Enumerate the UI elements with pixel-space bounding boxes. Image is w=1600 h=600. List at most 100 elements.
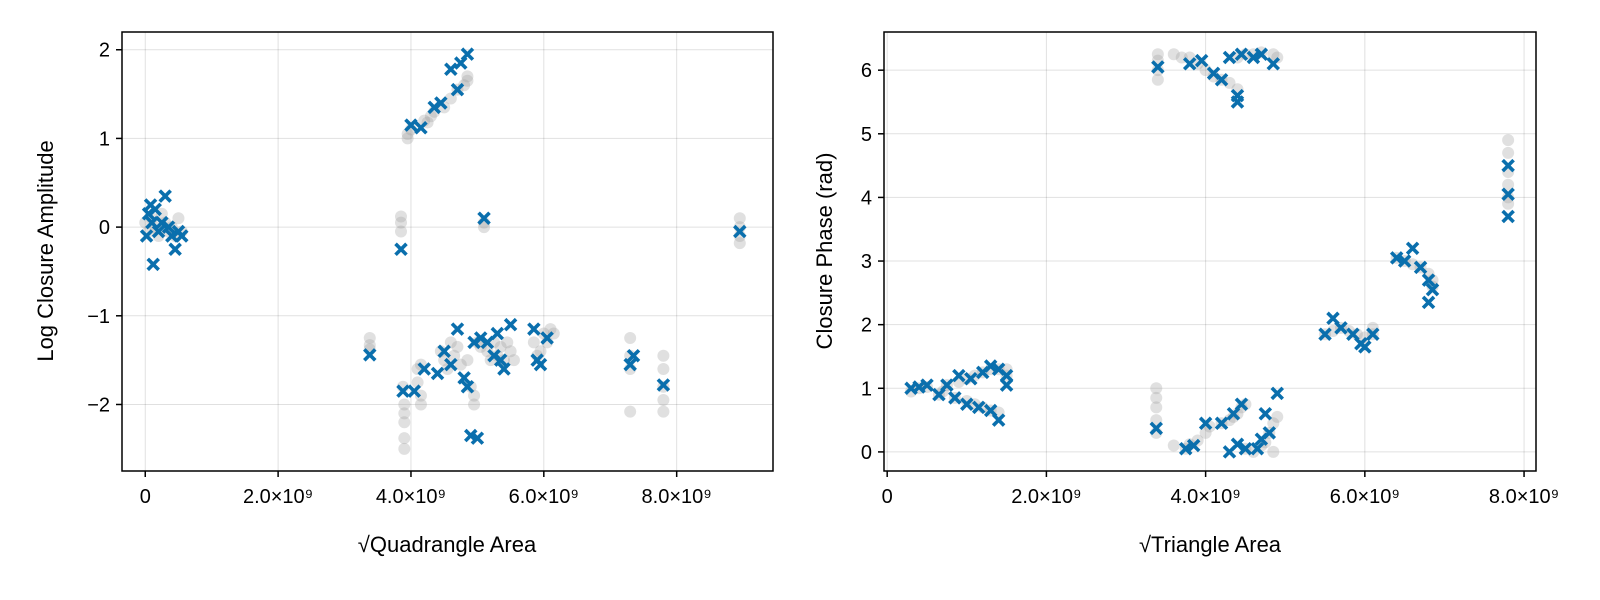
triangle-model-point [1151, 48, 1164, 61]
triangle-data-point [1326, 311, 1340, 326]
triangle-data-point [1358, 340, 1372, 354]
triangle-data-point [964, 372, 978, 386]
triangle-model-point [1207, 70, 1220, 83]
quadrangle-model-point [657, 394, 670, 407]
quadrangle-x-tick-label: 8.0×10⁹ [642, 486, 712, 508]
quadrangle-data-point [146, 257, 160, 272]
triangle-model-point [960, 395, 973, 408]
triangle-data-point [952, 368, 966, 383]
quadrangle-model-point [534, 345, 547, 358]
quadrangle-model-point [363, 331, 376, 344]
triangle-data-point [1230, 437, 1245, 452]
triangle-data-point [1501, 158, 1515, 173]
triangle-model-point [1502, 146, 1515, 159]
quadrangle-data-point [168, 242, 182, 257]
quadrangle-model-point [478, 221, 491, 234]
quadrangle-data-point [151, 224, 166, 239]
triangle-model-point [1199, 64, 1212, 77]
triangle-data-point [932, 387, 946, 402]
triangle-data-point [1346, 327, 1360, 341]
quadrangle-data-point [460, 380, 475, 394]
quadrangle-data-point [450, 82, 465, 97]
triangle-data-point [1258, 406, 1273, 421]
quadrangle-data-point [444, 357, 458, 372]
triangle-data-point [1226, 406, 1241, 421]
quadrangle-model-point [624, 405, 637, 418]
quadrangle-data-point [417, 362, 431, 376]
triangle-data-point [1397, 254, 1412, 268]
quadrangle-data-point [404, 118, 418, 132]
quadrangle-x-tick-label: 2.0×10⁹ [243, 486, 313, 508]
triangle-model-point [1267, 445, 1280, 458]
triangle-model-point [1502, 197, 1515, 210]
triangle-data-point [1230, 88, 1245, 103]
triangle-data-point [1425, 282, 1440, 297]
quadrangle-data-point [394, 242, 408, 257]
quadrangle-model-point [434, 345, 447, 358]
triangle-y-tick-label: 0 [861, 442, 872, 464]
triangle-data-point [1246, 50, 1261, 65]
triangle-model-point [1167, 48, 1180, 61]
quadrangle-model-point [461, 74, 474, 87]
triangle-data-point [1149, 421, 1164, 436]
triangle-y-tick-label: 4 [861, 187, 872, 209]
triangle-data-point [1234, 397, 1249, 411]
triangle-y-tick-label: 2 [861, 315, 872, 337]
quadrangle-y-tick-label: −2 [87, 394, 110, 416]
quadrangle-data-point [414, 121, 428, 135]
triangle-data-point [1182, 57, 1197, 71]
quadrangle-y-axis-label: Log Closure Amplitude [33, 140, 58, 361]
quadrangle-x-tick-label: 4.0×10⁹ [376, 486, 446, 508]
quadrangle-data-point [161, 220, 176, 234]
triangle-plot-frame [883, 31, 1537, 472]
triangle-y-tick-label: 1 [861, 378, 872, 400]
triangle-data-point [1222, 50, 1237, 65]
triangle-panel: 0 2.0×10⁹ 4.0×10⁹ 6.0×10⁹ 8.0×10⁹ 6 5 4 3 2 1 0 √Tr… [812, 31, 1559, 557]
quadrangle-data-point [497, 362, 511, 376]
triangle-data-point [1389, 251, 1404, 265]
triangle-y-tick-label: 3 [861, 251, 872, 273]
quadrangle-data-point [490, 326, 505, 341]
triangle-model-point [1151, 64, 1164, 77]
quadrangle-data-point [733, 224, 747, 239]
triangle-data-point [983, 359, 998, 373]
triangle-x-tick-label: 0 [882, 486, 893, 508]
triangle-model-point [1267, 417, 1280, 430]
quadrangle-data-point [477, 211, 491, 225]
quadrangle-x-tick-label: 6.0×10⁹ [509, 486, 579, 508]
quadrangle-data-point [457, 371, 471, 385]
quadrangle-data-point [139, 229, 154, 243]
triangle-ticks: 0 2.0×10⁹ 4.0×10⁹ 6.0×10⁹ 8.0×10⁹ 6 5 4 3 2 1 0 [861, 60, 1559, 508]
quadrangle-model-point [507, 354, 520, 367]
quadrangle-data-point [175, 229, 189, 243]
triangle-data-point [1501, 209, 1515, 224]
quadrangle-data-point [527, 322, 541, 336]
quadrangle-data-point [626, 348, 641, 363]
quadrangle-model-point [398, 432, 411, 445]
quadrangle-data-point [623, 357, 637, 372]
quadrangle-data-point [460, 47, 475, 61]
triangle-x-tick-label: 8.0×10⁹ [1489, 486, 1559, 508]
quadrangle-model-point [448, 349, 461, 362]
quadrangle-data-point [480, 335, 495, 350]
quadrangle-model-point [468, 398, 481, 411]
triangle-data-point [920, 378, 934, 392]
triangle-data-point [1318, 327, 1332, 341]
quadrangle-x-axis-label: √Quadrangle Area [358, 532, 537, 557]
triangle-model-point [1271, 410, 1284, 423]
quadrangle-model-point [657, 405, 670, 418]
quadrangle-plot-frame [121, 31, 774, 472]
triangle-data-point [991, 413, 1006, 427]
triangle-y-tick-label: 5 [861, 124, 872, 146]
triangle-x-tick-label: 4.0×10⁹ [1170, 486, 1240, 508]
quadrangle-model-point [497, 354, 510, 367]
triangle-data-point [940, 378, 954, 392]
triangle-model-point [1150, 391, 1163, 404]
triangle-data-point [1250, 441, 1265, 456]
quadrangle-data-point [503, 317, 518, 332]
triangle-data-point [1186, 438, 1201, 453]
triangle-data-point [999, 378, 1014, 392]
quadrangle-model-point [451, 340, 464, 353]
quadrangle-y-tick-label: −1 [87, 306, 110, 328]
